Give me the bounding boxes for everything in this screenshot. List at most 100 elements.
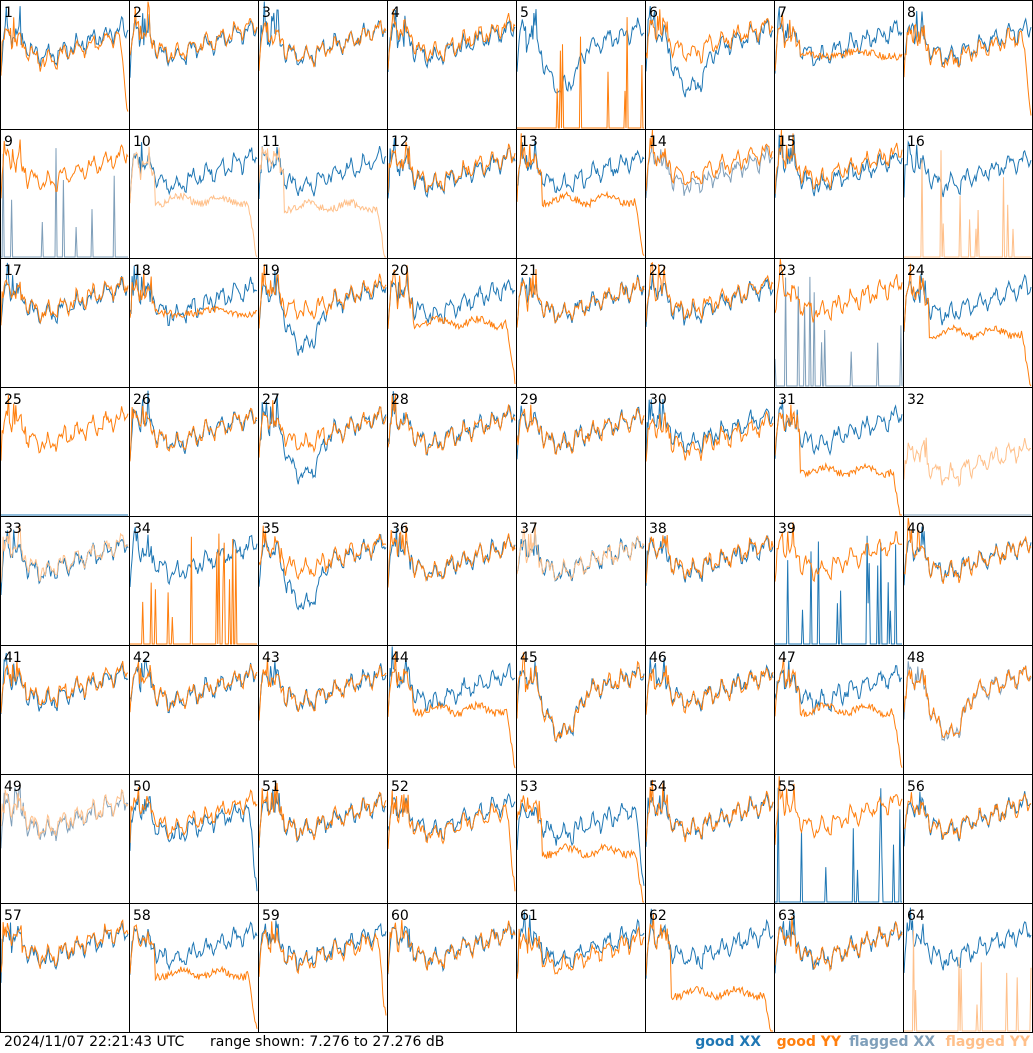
panel-label-53: 53 (520, 779, 538, 795)
panel-18: 18 (129, 258, 259, 388)
series-xx-33 (0, 529, 129, 596)
panel-30: 30 (645, 387, 775, 517)
series-yy-54 (645, 779, 774, 843)
series-yy-39 (774, 522, 903, 583)
panel-27: 27 (258, 387, 388, 517)
panel-label-46: 46 (649, 650, 667, 666)
series-yy-59 (258, 921, 387, 1016)
panel-label-4: 4 (391, 5, 400, 21)
panel-label-7: 7 (778, 5, 787, 21)
panel-label-39: 39 (778, 521, 796, 537)
series-yy-13 (516, 133, 645, 257)
series-xx-52 (387, 793, 516, 841)
panel-10: 10 (129, 129, 259, 259)
series-xx-16 (903, 140, 1032, 198)
legend-good-yy: good YY (776, 1034, 841, 1050)
series-yy-49 (0, 788, 129, 839)
panel-41: 41 (0, 645, 130, 775)
panel-28: 28 (387, 387, 517, 517)
panel-label-21: 21 (520, 263, 538, 279)
panel-34: 34 (129, 516, 259, 646)
panel-label-32: 32 (907, 392, 925, 408)
series-yy-35 (258, 525, 387, 581)
series-xx-28 (387, 391, 516, 456)
series-yy-56 (903, 792, 1032, 840)
panel-20: 20 (387, 258, 517, 388)
series-yy-30 (645, 410, 774, 462)
series-xx-22 (645, 274, 774, 328)
series-yy-57 (0, 919, 129, 973)
panel-23: 23 (774, 258, 904, 388)
panel-57: 57 (0, 903, 130, 1033)
panel-label-37: 37 (520, 521, 538, 537)
panel-16: 16 (903, 129, 1033, 259)
series-yy-36 (387, 525, 516, 588)
panel-border-1 (0, 0, 130, 130)
series-yy-20 (387, 265, 516, 385)
panel-label-22: 22 (649, 263, 667, 279)
series-xx-31 (774, 400, 903, 459)
panel-21: 21 (516, 258, 646, 388)
series-yy-12 (387, 141, 516, 194)
series-yy-19 (258, 264, 387, 329)
series-yy-37 (516, 521, 645, 582)
panel-label-40: 40 (907, 521, 925, 537)
panel-2: 2 (129, 0, 259, 130)
panel-label-3: 3 (262, 5, 271, 21)
series-yy-47 (774, 657, 903, 768)
panel-62: 62 (645, 903, 775, 1033)
series-yy-62 (645, 914, 773, 1032)
series-yy-38 (645, 534, 774, 584)
panel-55: 55 (774, 774, 904, 904)
panel-label-52: 52 (391, 779, 409, 795)
panel-32: 32 (903, 387, 1033, 517)
panel-label-27: 27 (262, 392, 280, 408)
series-xx-24 (903, 273, 1032, 332)
panel-13: 13 (516, 129, 646, 259)
series-xx-55 (775, 787, 902, 903)
panel-label-1: 1 (4, 5, 13, 21)
panel-46: 46 (645, 645, 775, 775)
panel-5: 5 (516, 0, 646, 130)
series-yy-64 (904, 930, 1032, 1032)
panel-44: 44 (387, 645, 517, 775)
series-xx-15 (774, 134, 903, 198)
panel-52: 52 (387, 774, 517, 904)
series-xx-11 (258, 145, 387, 200)
panel-35: 35 (258, 516, 388, 646)
panel-label-47: 47 (778, 650, 796, 666)
series-yy-21 (516, 269, 645, 328)
panel-label-58: 58 (133, 908, 151, 924)
panel-14: 14 (645, 129, 775, 259)
panel-label-19: 19 (262, 263, 280, 279)
panel-border-7 (774, 0, 904, 130)
panel-40: 40 (903, 516, 1033, 646)
series-yy-40 (903, 517, 1032, 584)
panel-label-60: 60 (391, 908, 409, 924)
panel-15: 15 (774, 129, 904, 259)
panel-label-26: 26 (133, 392, 151, 408)
series-yy-3 (258, 19, 387, 71)
series-yy-52 (387, 790, 516, 892)
series-yy-4 (387, 9, 516, 70)
series-xx-13 (517, 140, 645, 194)
panel-label-54: 54 (649, 779, 667, 795)
series-yy-7 (774, 12, 903, 71)
series-yy-5 (517, 17, 644, 129)
panel-label-34: 34 (133, 521, 151, 537)
panel-border-6 (645, 0, 775, 130)
panel-label-35: 35 (262, 521, 280, 537)
panel-label-48: 48 (907, 650, 925, 666)
panel-48: 48 (903, 645, 1033, 775)
series-yy-9 (0, 139, 129, 199)
panel-label-42: 42 (133, 650, 151, 666)
series-yy-53 (516, 795, 644, 903)
panel-9: 9 (0, 129, 130, 259)
panel-3: 3 (258, 0, 388, 130)
panel-label-41: 41 (4, 650, 22, 666)
panel-49: 49 (0, 774, 130, 904)
panel-label-6: 6 (649, 5, 658, 21)
series-yy-51 (258, 782, 387, 846)
series-yy-43 (258, 657, 387, 721)
panel-4: 4 (387, 0, 517, 130)
